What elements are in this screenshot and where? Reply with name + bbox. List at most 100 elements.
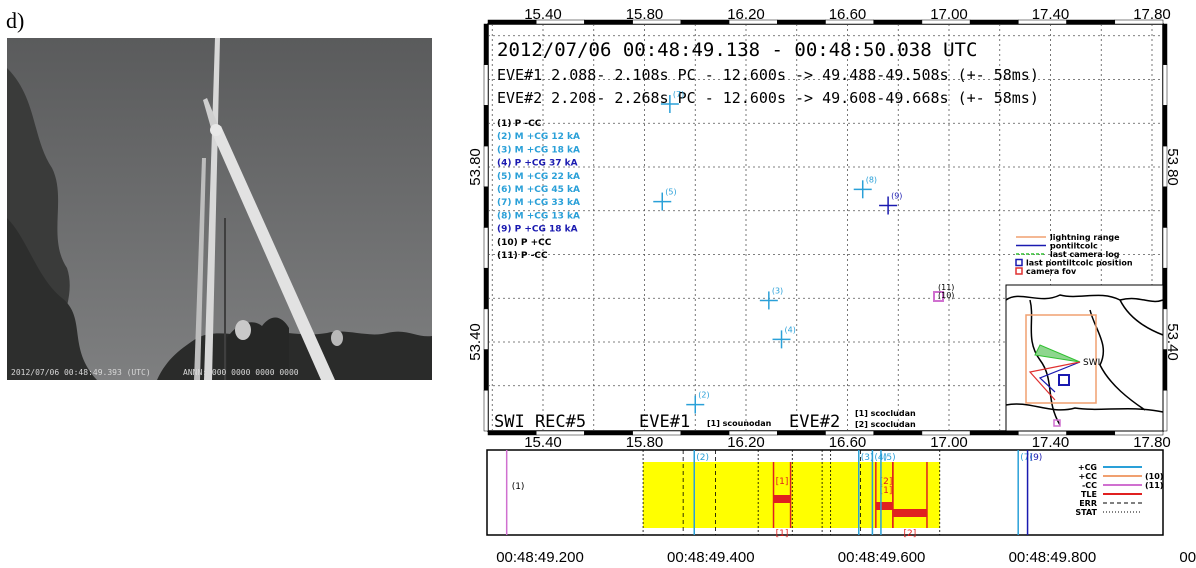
lat-labels: 53.80 53.80 53.40 53.40: [467, 148, 1181, 361]
stroke-marks: (7) (5) (3) (4) (2) (8) (9): [653, 90, 902, 414]
map-legend-label: last camera log: [1050, 250, 1120, 259]
bottom-eve2-note-2: [2] scocludan: [855, 420, 916, 429]
stroke-list-item: (7) M +CG 33 kA: [497, 198, 580, 208]
stroke-list-item: (6) M +CG 45 kA: [497, 185, 580, 195]
frame-bar-top: [873, 19, 923, 25]
lon-tick-bottom: 15.40: [524, 434, 562, 451]
stroke-mark-label: (5): [665, 188, 676, 197]
stroke-mark-label: (8): [866, 175, 877, 184]
frame-bar-bottom: [584, 430, 633, 436]
stroke-list-item: (4) P +CG 37 kA: [497, 159, 578, 169]
frame-bar-left: [483, 145, 489, 188]
map-title: 2012/07/06 00:48:49.138 - 00:48:50.038 U…: [497, 39, 977, 61]
lon-tick-top: 16.60: [829, 6, 867, 23]
frame-bar-top: [1066, 19, 1116, 25]
frame-bar-left: [483, 308, 489, 350]
lon-tick-bottom: 17.40: [1032, 434, 1070, 451]
stroke-mark-label: (7): [673, 90, 684, 99]
frame-bar-top: [728, 19, 778, 25]
frame-bar-top: [584, 19, 633, 25]
camera-image: 2012/07/06 00:48:49.393 (UTC) ANNN:0000 …: [7, 38, 432, 380]
lat-tick-right: 53.40: [1164, 323, 1181, 361]
lon-tick-top: 15.80: [626, 6, 664, 23]
inset-lightning-range: [1025, 314, 1097, 404]
frame-bar-left: [483, 267, 489, 310]
frame-bar-left: [483, 64, 489, 106]
map-legend-swatch: [1015, 258, 1023, 267]
bottom-eve2: EVE#2: [789, 412, 840, 432]
frame-bar-right: [1162, 227, 1168, 269]
station-label: SWI REC#5: [494, 412, 586, 432]
frame-bar-left: [483, 186, 489, 228]
lon-tick-bottom: 15.80: [626, 434, 664, 451]
frame-bar-top: [921, 19, 971, 25]
frame-bar-top: [487, 19, 537, 25]
frame-bar-right: [1162, 64, 1168, 106]
stroke-list-item: (1) P -CC: [497, 119, 542, 129]
stroke-mark-label: (3): [772, 286, 783, 295]
lon-tick-top: 17.40: [1032, 6, 1070, 23]
frame-bar-top: [632, 19, 682, 25]
stroke-list-item: (11) P -CC: [497, 251, 548, 261]
frame-bar-bottom: [728, 430, 778, 436]
lon-tick-bottom: 16.20: [727, 434, 765, 451]
camera-info: ANNN:0000 0000 0000 0000: [183, 368, 299, 377]
map-legend-label: last pontiltcolc position: [1026, 259, 1133, 268]
wind-turbine-photo: 2012/07/06 00:48:49.393 (UTC) ANNN:0000 …: [7, 38, 432, 380]
frame-bar-right: [1162, 390, 1168, 432]
frame-bar-top: [969, 19, 1019, 25]
eve1-line: EVE#1 2.088- 2.108s PC - 12.600s -> 49.4…: [497, 66, 1039, 84]
frame-bar-top: [1018, 19, 1067, 25]
lon-tick-top: 15.40: [524, 6, 562, 23]
stroke-list-item: (9) P +CG 18 kA: [497, 225, 578, 235]
map-legend-label: camera fov: [1026, 267, 1077, 276]
stroke-list-item: (2) M +CG 12 kA: [497, 132, 580, 142]
frame-bar-bottom: [1066, 430, 1116, 436]
stroke-mark-label: (4): [785, 325, 796, 334]
lon-tick-top: 16.20: [727, 6, 765, 23]
frame-bar-left: [483, 227, 489, 269]
lat-tick-left: 53.40: [467, 323, 484, 361]
lat-tick-left: 53.80: [467, 148, 484, 186]
stroke-mark-label: (2): [698, 391, 709, 400]
frame-bar-top: [825, 19, 874, 25]
frame-bar-bottom: [921, 430, 971, 436]
panel-letter: d): [6, 8, 25, 33]
bottom-eve2-note-1: [1] scocludan: [855, 409, 916, 418]
map-legend-swatch: [1015, 267, 1023, 275]
lon-tick-bottom: 17.00: [930, 434, 968, 451]
frame-bar-top: [680, 19, 730, 25]
frame-bar-top: [1114, 19, 1164, 25]
frame-bar-top: [777, 19, 826, 25]
inset-map: SWI: [1005, 284, 1164, 432]
lon-tick-bottom: 17.80: [1133, 434, 1171, 451]
camera-timestamp: 2012/07/06 00:48:49.393 (UTC): [11, 368, 151, 377]
frame-bar-left: [483, 349, 489, 391]
stroke-list-item: (10) P +CC: [497, 238, 552, 248]
frame-bar-right: [1162, 23, 1168, 65]
lon-tick-top: 17.00: [930, 6, 968, 23]
frame-bar-bottom: [1114, 430, 1164, 436]
eve2-line: EVE#2 2.208- 2.268s PC - 12.600s -> 49.6…: [497, 89, 1039, 107]
frame-bar-top: [535, 19, 585, 25]
frame-bar-bottom: [873, 430, 923, 436]
map-legend-label: lightning range: [1050, 233, 1120, 242]
frame-bar-left: [483, 105, 489, 147]
lon-tick-bottom: 16.60: [829, 434, 867, 451]
frame-bar-left: [483, 390, 489, 432]
stroke-list-item: (3) M +CG 18 kA: [497, 145, 580, 155]
stroke-list-item: (5) M +CG 22 kA: [497, 172, 580, 182]
map-ticks: 15.40 15.40 15.80 15.80 16.20 16.20 16.60 16.60…: [483, 6, 1171, 451]
marker-label-11: (11): [938, 283, 954, 292]
stroke-list-item: (8) M +CG 13 kA: [497, 211, 580, 221]
pontiltcolc-marker: [933, 291, 944, 302]
frame-bar-bottom: [1018, 430, 1067, 436]
bottom-eve1: EVE#1: [639, 412, 690, 432]
lon-tick-top: 17.80: [1133, 6, 1171, 23]
map-legend-label: pontiltcolc: [1050, 242, 1098, 251]
frame-bar-right: [1162, 105, 1168, 147]
marker-label-10: (10): [938, 291, 954, 300]
frame-bar-right: [1162, 186, 1168, 228]
